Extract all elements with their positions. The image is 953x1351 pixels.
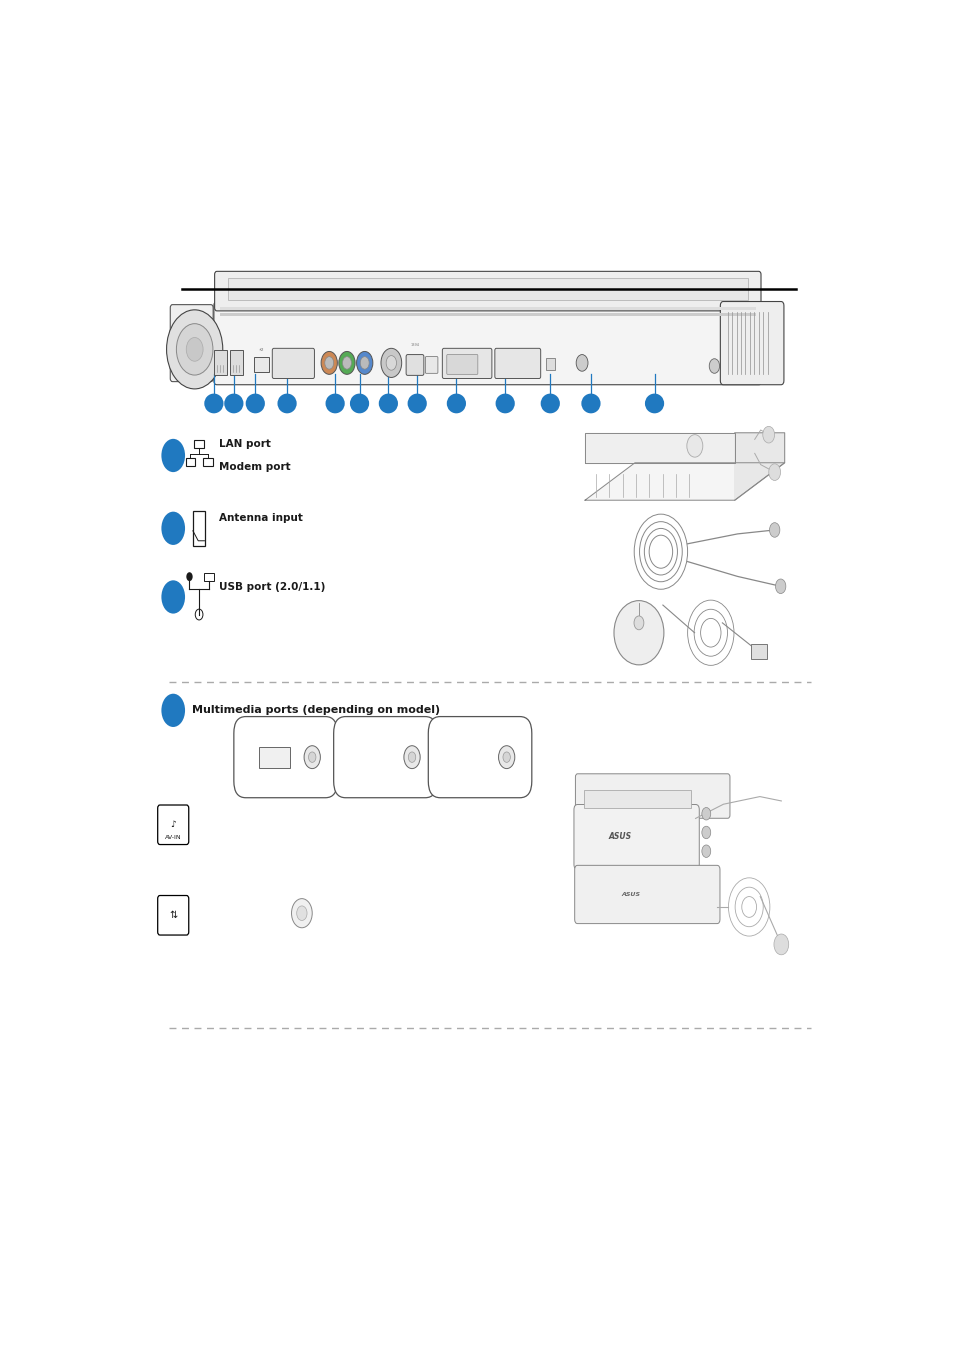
Polygon shape xyxy=(584,432,734,463)
Ellipse shape xyxy=(325,393,344,413)
Circle shape xyxy=(342,357,351,369)
Circle shape xyxy=(380,349,401,377)
Circle shape xyxy=(161,439,185,471)
Text: 1394: 1394 xyxy=(410,343,419,347)
FancyBboxPatch shape xyxy=(495,349,540,378)
Bar xyxy=(258,747,290,767)
Circle shape xyxy=(324,357,334,369)
Circle shape xyxy=(186,338,203,361)
Bar xyxy=(193,511,205,546)
Text: Modem port: Modem port xyxy=(219,462,291,471)
Circle shape xyxy=(186,573,193,581)
Text: ASUS: ASUS xyxy=(608,832,632,842)
Text: ⇅: ⇅ xyxy=(169,911,177,920)
Circle shape xyxy=(408,753,416,762)
Circle shape xyxy=(773,934,788,955)
Circle shape xyxy=(386,355,396,370)
Bar xyxy=(228,277,747,300)
Text: ♪: ♪ xyxy=(171,820,176,830)
Circle shape xyxy=(762,427,774,443)
Ellipse shape xyxy=(580,393,600,413)
Text: AV-IN: AV-IN xyxy=(165,835,181,840)
Bar xyxy=(203,458,213,466)
FancyBboxPatch shape xyxy=(428,716,531,797)
Circle shape xyxy=(701,827,710,839)
Bar xyxy=(253,357,269,373)
Bar xyxy=(219,307,755,309)
Circle shape xyxy=(775,580,785,593)
Circle shape xyxy=(161,693,185,727)
Circle shape xyxy=(338,351,355,374)
Bar xyxy=(213,350,227,376)
Ellipse shape xyxy=(350,393,369,413)
Circle shape xyxy=(176,324,213,376)
Bar xyxy=(193,440,204,449)
Text: Antenna input: Antenna input xyxy=(219,513,303,523)
Bar xyxy=(583,790,690,808)
FancyBboxPatch shape xyxy=(442,349,492,378)
Text: ASUS: ASUS xyxy=(621,892,640,897)
Circle shape xyxy=(161,512,185,544)
FancyBboxPatch shape xyxy=(214,272,760,311)
Circle shape xyxy=(308,753,315,762)
FancyBboxPatch shape xyxy=(406,354,423,376)
Circle shape xyxy=(356,351,373,374)
Circle shape xyxy=(701,844,710,858)
Ellipse shape xyxy=(224,393,243,413)
Circle shape xyxy=(701,808,710,820)
Circle shape xyxy=(360,357,369,369)
FancyBboxPatch shape xyxy=(334,716,436,797)
FancyBboxPatch shape xyxy=(574,866,720,924)
Polygon shape xyxy=(734,432,783,500)
Circle shape xyxy=(296,907,307,920)
FancyBboxPatch shape xyxy=(233,716,337,797)
Circle shape xyxy=(708,359,719,373)
Circle shape xyxy=(321,351,337,374)
Ellipse shape xyxy=(407,393,426,413)
FancyBboxPatch shape xyxy=(272,349,314,378)
Bar xyxy=(219,313,755,316)
Text: Multimedia ports (depending on model): Multimedia ports (depending on model) xyxy=(192,705,439,715)
FancyBboxPatch shape xyxy=(170,304,213,381)
Ellipse shape xyxy=(446,393,465,413)
Text: LAN port: LAN port xyxy=(219,439,271,450)
Ellipse shape xyxy=(378,393,397,413)
Polygon shape xyxy=(584,463,783,500)
Ellipse shape xyxy=(644,393,663,413)
Circle shape xyxy=(498,746,515,769)
FancyBboxPatch shape xyxy=(213,301,760,385)
Ellipse shape xyxy=(246,393,265,413)
Circle shape xyxy=(304,746,320,769)
Bar xyxy=(186,458,194,466)
Ellipse shape xyxy=(540,393,559,413)
Text: USB port (2.0/1.1): USB port (2.0/1.1) xyxy=(219,582,325,592)
Ellipse shape xyxy=(277,393,296,413)
Ellipse shape xyxy=(204,393,223,413)
Bar xyxy=(545,358,554,370)
FancyBboxPatch shape xyxy=(574,804,699,870)
Circle shape xyxy=(161,581,185,613)
FancyBboxPatch shape xyxy=(720,301,783,385)
Bar xyxy=(204,573,213,581)
Bar xyxy=(230,350,243,376)
Ellipse shape xyxy=(614,601,663,665)
Text: ⚡2: ⚡2 xyxy=(258,347,264,351)
Circle shape xyxy=(634,616,643,630)
Circle shape xyxy=(292,898,312,928)
Bar xyxy=(750,644,766,659)
Circle shape xyxy=(403,746,419,769)
Circle shape xyxy=(686,435,702,457)
Circle shape xyxy=(502,753,510,762)
FancyBboxPatch shape xyxy=(425,357,437,373)
Ellipse shape xyxy=(495,393,515,413)
Circle shape xyxy=(167,309,222,389)
Circle shape xyxy=(576,354,587,372)
Circle shape xyxy=(768,463,780,481)
FancyBboxPatch shape xyxy=(575,774,729,819)
FancyBboxPatch shape xyxy=(446,354,477,374)
Circle shape xyxy=(769,523,779,538)
